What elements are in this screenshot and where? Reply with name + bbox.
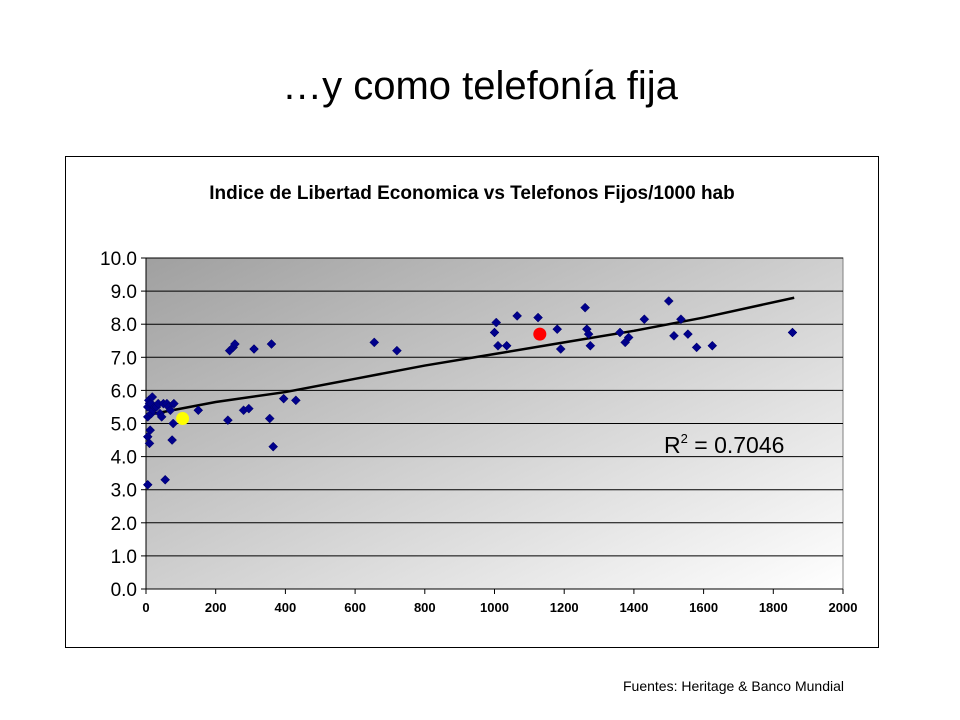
data-point — [787, 327, 798, 338]
x-tick-label: 0 — [142, 600, 149, 615]
y-tick-label: 8.0 — [111, 315, 137, 336]
data-point — [691, 342, 702, 353]
data-point — [369, 337, 380, 348]
data-point — [230, 339, 240, 349]
data-point — [142, 479, 153, 490]
y-tick-label: 7.0 — [111, 348, 137, 369]
data-point — [623, 332, 634, 343]
highlight-points — [176, 327, 547, 426]
data-point — [493, 340, 503, 351]
data-point — [167, 435, 177, 445]
highlight-point — [176, 412, 190, 426]
chart-frame: Indice de Libertad Economica vs Telefono… — [65, 156, 879, 648]
data-point — [512, 311, 523, 321]
data-point — [249, 344, 259, 354]
y-tick-label: 9.0 — [111, 282, 137, 303]
data-point — [223, 415, 233, 426]
chart-title: Indice de Libertad Economica vs Telefono… — [209, 183, 734, 204]
data-point — [663, 296, 674, 306]
y-tick-label: 5.0 — [111, 415, 137, 436]
data-point — [145, 425, 156, 435]
y-tick-label: 2.0 — [111, 514, 137, 535]
data-point — [639, 314, 650, 325]
data-point — [707, 340, 718, 351]
data-point — [555, 344, 566, 354]
x-tick-label: 400 — [275, 600, 297, 615]
data-point — [580, 302, 590, 313]
data-point — [669, 330, 679, 341]
data-point — [144, 438, 155, 449]
data-point — [156, 412, 167, 422]
y-tick-label: 3.0 — [111, 481, 137, 502]
scatter-chart: Indice de Libertad Economica vs Telefono… — [100, 183, 857, 615]
r-squared-r: R — [664, 432, 681, 458]
data-point — [169, 398, 179, 409]
x-tick-label: 1800 — [759, 600, 788, 615]
trend-line — [145, 296, 795, 417]
data-point — [683, 329, 693, 339]
y-tick-label: 1.0 — [111, 547, 137, 568]
y-tick-label: 10.0 — [100, 249, 137, 270]
data-point — [615, 327, 625, 338]
y-tick-label: 0.0 — [111, 580, 137, 601]
data-point — [278, 393, 289, 404]
data-point — [147, 392, 158, 402]
data-point — [165, 405, 176, 416]
axes: 0.0 1.0 2.0 3.0 4.0 5.0 6.0 7.0 8.0 9.0 10.0 0 200 40… — [100, 249, 857, 615]
trendline — [145, 296, 795, 417]
source-note: Fuentes: Heritage & Banco Mundial — [623, 678, 845, 694]
data-point — [168, 418, 179, 429]
y-tick-label: 6.0 — [111, 381, 137, 402]
x-tick-label: 800 — [414, 600, 436, 615]
r-squared-annotation: R2 = 0.7046 — [664, 431, 784, 458]
x-tick-label: 1600 — [689, 600, 718, 615]
data-point — [501, 340, 512, 351]
r-squared-superscript: 2 — [681, 431, 688, 446]
data-point — [243, 403, 254, 414]
data-points — [142, 296, 798, 490]
data-point — [392, 345, 402, 356]
x-tick-label: 1400 — [619, 600, 648, 615]
data-point — [583, 329, 594, 339]
data-point — [266, 339, 277, 349]
data-point — [552, 324, 563, 335]
data-point — [160, 474, 171, 485]
r-squared-value: = 0.7046 — [688, 432, 785, 458]
data-point — [291, 395, 301, 406]
x-tick-label: 1000 — [480, 600, 509, 615]
highlight-point — [533, 327, 547, 341]
data-point — [585, 340, 596, 351]
x-tick-label: 600 — [344, 600, 366, 615]
x-tick-label: 200 — [205, 600, 227, 615]
data-point — [268, 441, 279, 452]
data-point — [193, 405, 204, 416]
data-point — [491, 317, 502, 328]
x-tick-label: 1200 — [550, 600, 579, 615]
data-point — [533, 312, 543, 323]
data-point — [264, 413, 275, 424]
x-tick-label: 2000 — [829, 600, 858, 615]
data-point — [489, 327, 500, 338]
slide-title: …y como telefonía fija — [282, 64, 678, 108]
y-tick-label: 4.0 — [111, 448, 137, 469]
data-point — [676, 314, 686, 325]
